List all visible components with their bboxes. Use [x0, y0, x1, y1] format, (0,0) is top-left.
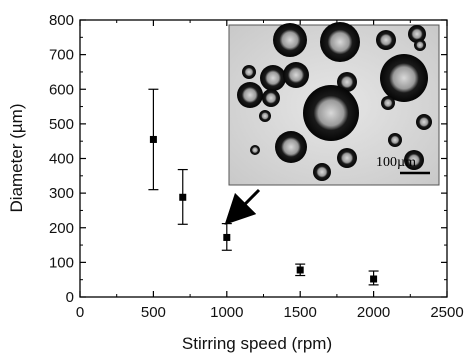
data-point [295, 263, 306, 277]
data-point [368, 270, 379, 286]
y-tick-label: 500 [49, 116, 74, 133]
data-point [221, 222, 232, 251]
microsphere [250, 145, 260, 155]
microsphere-image [237, 22, 432, 181]
x-tick-label: 1000 [210, 304, 243, 321]
microsphere [283, 62, 309, 88]
microsphere [337, 72, 357, 92]
microsphere [273, 23, 307, 57]
x-axis: 0 500 1000 1500 2000 2500 [76, 20, 464, 321]
microsphere [260, 65, 286, 91]
microsphere [376, 30, 396, 50]
microsphere [262, 89, 280, 107]
annotations [224, 188, 261, 225]
y-tick-label: 700 [49, 47, 74, 64]
microsphere [259, 110, 271, 122]
data-series [148, 88, 379, 286]
data-marker [296, 266, 304, 274]
microsphere [408, 25, 426, 43]
data-marker [149, 135, 157, 143]
y-tick-label: 200 [49, 220, 74, 237]
microsphere [275, 131, 307, 163]
microsphere [313, 163, 331, 181]
microsphere [416, 114, 432, 130]
microsphere [303, 85, 359, 141]
microsphere [337, 148, 357, 168]
data-point [148, 88, 159, 191]
microsphere [380, 54, 428, 102]
data-marker [223, 233, 231, 241]
x-tick-label: 1500 [284, 304, 317, 321]
data-marker [179, 193, 187, 201]
arrow-annotation [224, 188, 261, 225]
y-tick-label: 400 [49, 151, 74, 168]
x-tick-label: 500 [141, 304, 166, 321]
microsphere [242, 65, 256, 79]
y-tick-label: 100 [49, 254, 74, 271]
x-axis-title: Stirring speed (rpm) [182, 334, 332, 353]
x-tick-label: 2500 [430, 304, 463, 321]
microsphere [381, 96, 395, 110]
y-axis-title: Diameter (µm) [7, 104, 26, 213]
x-tick-label: 0 [76, 304, 84, 321]
microsphere [388, 133, 402, 147]
microsphere [320, 22, 360, 62]
y-tick-label: 0 [66, 289, 74, 306]
y-tick-label: 300 [49, 185, 74, 202]
data-marker [370, 275, 378, 283]
y-tick-label: 800 [49, 12, 74, 29]
y-tick-label: 600 [49, 81, 74, 98]
scale-bar-label: 100µm [376, 155, 416, 170]
microsphere [237, 82, 263, 108]
x-tick-label: 2000 [357, 304, 390, 321]
microsphere [414, 39, 426, 51]
data-point [177, 168, 188, 225]
y-axis: 0 100 200 300 400 500 600 700 800 [49, 12, 447, 306]
inset-micrograph-image: 100µm [228, 22, 440, 186]
microsphere [404, 150, 424, 170]
